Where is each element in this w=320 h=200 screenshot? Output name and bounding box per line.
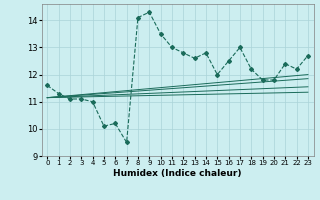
X-axis label: Humidex (Indice chaleur): Humidex (Indice chaleur): [113, 169, 242, 178]
